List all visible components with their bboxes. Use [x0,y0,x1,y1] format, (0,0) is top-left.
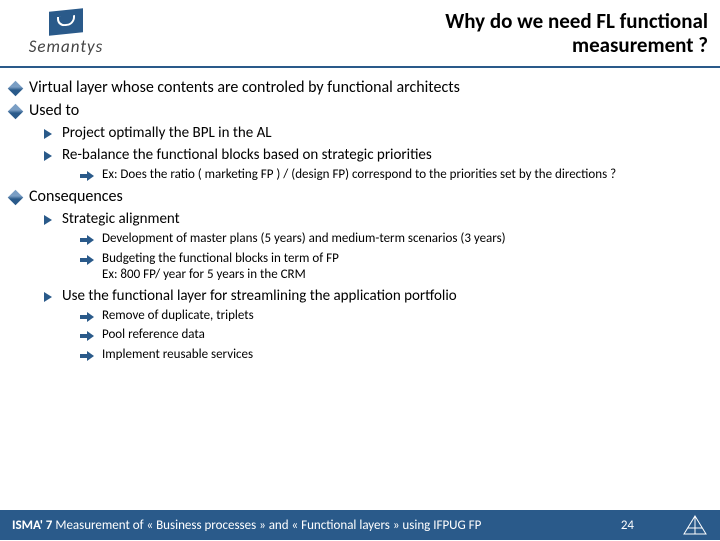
footer-conference: ISMA' 7 [12,518,52,533]
bullet-lvl2: Use the functional layer for streamlinin… [44,287,710,305]
triangle-bullet-icon [44,292,52,302]
bullet-text: Implement reusable services [102,347,253,363]
bullet-text: Ex: Does the ratio ( marketing FP ) / (d… [102,167,616,183]
bullet-text-line: Budgeting the functional blocks in term … [102,251,339,266]
page-number: 24 [621,518,634,533]
bullet-lvl3: Remove of duplicate, triplets [80,308,710,324]
triangle-bullet-icon [44,129,52,139]
title-line-2: measurement ? [572,32,708,58]
bullet-lvl2: Project optimally the BPL in the AL [44,124,710,142]
bullet-lvl1: Virtual layer whose contents are control… [10,78,710,97]
triangle-bullet-icon [44,151,52,161]
diamond-bullet-icon [8,81,24,97]
triangle-bullet-icon [44,215,52,225]
bullet-text: Project optimally the BPL in the AL [62,124,272,142]
slide-title: Why do we need FL functional measurement… [134,9,714,57]
arrow-bullet-icon [80,255,94,265]
bullet-text: Consequences [29,187,123,206]
arrow-bullet-icon [80,331,94,341]
logo-text: Semantys [29,36,103,57]
slide-header: Semantys Why do we need FL functional me… [0,0,720,68]
slide-content: Virtual layer whose contents are control… [0,68,720,363]
bullet-lvl3: Budgeting the functional blocks in term … [80,251,710,284]
company-logo: Semantys [6,5,126,61]
bullet-lvl2: Strategic alignment [44,210,710,228]
bullet-text: Re-balance the functional blocks based o… [62,146,432,164]
bullet-text: Remove of duplicate, triplets [102,308,254,324]
bullet-text: Budgeting the functional blocks in term … [102,251,339,284]
bullet-text: Strategic alignment [62,210,180,228]
footer-description: Measurement of « Business processes » an… [52,518,481,533]
bullet-lvl3: Implement reusable services [80,347,710,363]
diamond-bullet-icon [8,104,24,120]
bullet-lvl3: Pool reference data [80,327,710,343]
slide-footer: ISMA' 7 Measurement of « Business proces… [0,510,720,540]
arrow-bullet-icon [80,235,94,245]
bullet-text: Virtual layer whose contents are control… [29,78,460,97]
bullet-text-line: Ex: 800 FP/ year for 5 years in the CRM [102,267,306,282]
diamond-bullet-icon [8,190,24,206]
bullet-text: Used to [29,101,79,120]
bullet-text: Pool reference data [102,327,205,343]
footer-logo-icon [682,514,708,536]
bullet-text: Development of master plans (5 years) an… [102,231,506,247]
title-line-1: Why do we need FL functional [445,8,708,34]
bullet-lvl1: Consequences [10,187,710,206]
arrow-bullet-icon [80,351,94,361]
footer-text: ISMA' 7 Measurement of « Business proces… [12,518,621,533]
bullet-lvl3: Development of master plans (5 years) an… [80,231,710,247]
bullet-lvl2: Re-balance the functional blocks based o… [44,146,710,164]
bullet-lvl3: Ex: Does the ratio ( marketing FP ) / (d… [80,167,710,183]
logo-mark-icon [49,8,83,36]
bullet-text: Use the functional layer for streamlinin… [62,287,457,305]
arrow-bullet-icon [80,312,94,322]
bullet-lvl1: Used to [10,101,710,120]
arrow-bullet-icon [80,171,94,181]
